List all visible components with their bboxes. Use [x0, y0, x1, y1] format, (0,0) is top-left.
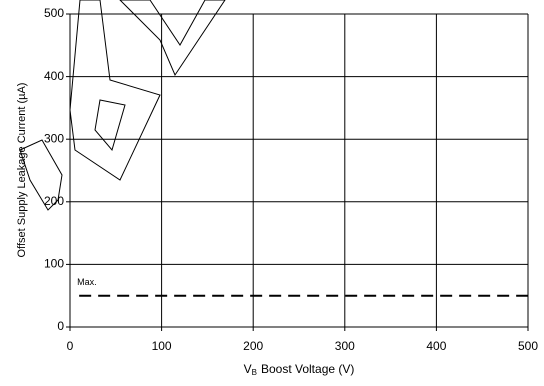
y-axis-label: Offset Supply Leakage Current (µA) — [16, 83, 28, 258]
x-label-text: Boost Voltage (V) — [261, 362, 354, 376]
y-tick-label: 200 — [44, 194, 64, 208]
x-label-symbol: V — [244, 362, 252, 376]
x-tick-label: 300 — [335, 339, 355, 353]
x-tick-label: 200 — [243, 339, 263, 353]
y-tick-label: 500 — [44, 6, 64, 20]
x-axis-label: VB Boost Voltage (V) — [244, 362, 355, 377]
x-tick-label: 0 — [67, 339, 74, 353]
y-tick-label: 300 — [44, 131, 64, 145]
y-tick-label: 400 — [44, 69, 64, 83]
watermark-shape — [69, 0, 161, 181]
y-tick-label: 100 — [44, 257, 64, 271]
watermark-shape — [19, 139, 63, 211]
x-tick-label: 500 — [518, 339, 538, 353]
watermark-shape — [119, 0, 226, 77]
x-tick-label: 400 — [426, 339, 446, 353]
x-label-subscript: B — [252, 368, 257, 377]
x-tick-label: 100 — [152, 339, 172, 353]
y-tick-label: 0 — [57, 319, 64, 333]
series-label: Max. — [77, 277, 97, 287]
watermark — [19, 0, 226, 211]
